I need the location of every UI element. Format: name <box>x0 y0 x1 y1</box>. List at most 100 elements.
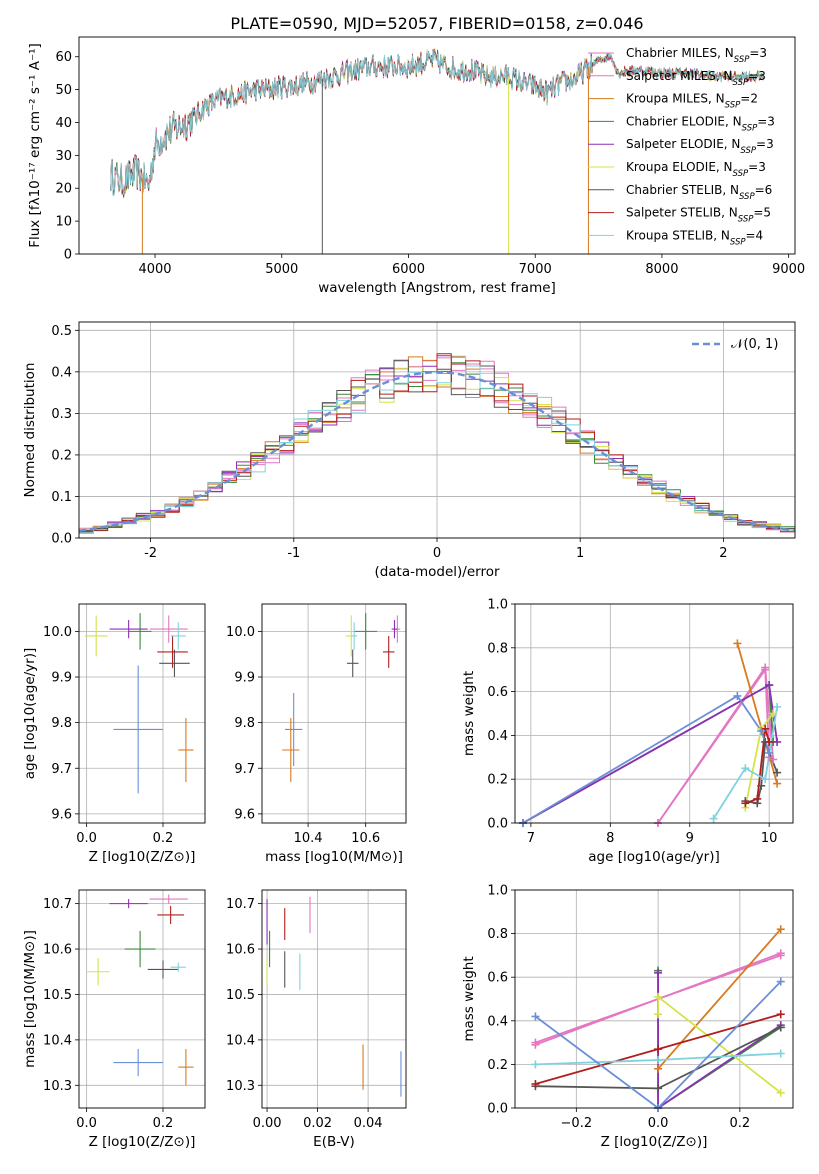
y-tick-label: 1.0 <box>487 598 508 613</box>
y-tick-label: 9.9 <box>234 671 255 686</box>
x-tick-label: 0.00 <box>253 1116 282 1131</box>
panel-z-weight: −0.2 0.0 0.2 0.0 0.2 0.4 0.6 0.8 1.0 Z [log10(Z/Z… <box>461 884 794 1150</box>
x-axis-label: wavelength [Angstrom, rest frame] <box>318 280 556 296</box>
x-tick-label: −0.2 <box>561 1116 593 1131</box>
x-tick-label: 10.6 <box>351 831 380 846</box>
weight-line <box>657 928 782 1070</box>
axes-frame <box>78 321 796 539</box>
legend-label: Salpeter MILES, NSSP=3 <box>626 69 766 88</box>
x-tick-label: 10 <box>761 831 778 846</box>
x-axis-label: age [log10(age/yr)] <box>588 849 720 865</box>
x-tick-label: 7 <box>527 831 535 846</box>
y-tick-label: 50 <box>55 83 72 98</box>
x-tick-label: 0.0 <box>648 1116 669 1131</box>
x-tick-label: 0.04 <box>354 1116 383 1131</box>
x-tick-label: 9 <box>686 831 694 846</box>
y-tick-label: 0.1 <box>51 490 72 505</box>
panel-age-weight: 7 8 9 10 0.0 0.2 0.4 0.6 0.8 1.0 age [log10(age/yr… <box>461 598 794 865</box>
axes-frame <box>514 603 794 824</box>
y-axis-label: Normed distribution <box>22 363 38 498</box>
y-tick-label: 40 <box>55 116 72 131</box>
x-tick-label: 0.0 <box>76 1116 97 1131</box>
x-tick-label: -2 <box>144 546 157 561</box>
figure-title: PLATE=0590, MJD=52057, FIBERID=0158, z=0… <box>230 14 643 33</box>
plot-area <box>84 613 194 794</box>
y-tick-label: 0.6 <box>487 685 508 700</box>
panel-residuals: -2 -1 0 1 2 0.0 0.1 0.2 0.3 0.4 0.5 (data-model)/er… <box>22 321 796 580</box>
x-tick-label: 6000 <box>392 262 425 277</box>
legend-label: Salpeter STELIB, NSSP=5 <box>626 206 771 225</box>
weight-line <box>744 728 771 805</box>
x-axis-label: Z [log10(Z/Z⊙)] <box>89 1134 196 1150</box>
x-tick-label: 0.02 <box>303 1116 332 1131</box>
legend-label: Salpeter ELODIE, NSSP=3 <box>626 137 774 156</box>
x-tick-label: 0 <box>433 546 441 561</box>
axes-frame <box>261 603 407 824</box>
y-tick-label: 60 <box>55 50 72 65</box>
legend-label: Chabrier MILES, NSSP=3 <box>626 46 767 65</box>
y-tick-label: 20 <box>55 182 72 197</box>
x-tick-label: 8000 <box>645 262 678 277</box>
y-tick-label: 9.9 <box>51 671 72 686</box>
y-tick-label: 30 <box>55 149 72 164</box>
y-tick-label: 0.0 <box>487 1102 508 1117</box>
y-tick-label: 9.7 <box>51 762 72 777</box>
panel-spectrum: 4000 5000 6000 7000 8000 9000 0 10 20 30 40 50 60 wav… <box>27 36 805 296</box>
y-tick-label: 10.0 <box>226 625 255 640</box>
y-tick-label: 0.2 <box>487 773 508 788</box>
x-axis-label: mass [log10(M/M⊙)] <box>265 849 403 865</box>
y-tick-label: 10.6 <box>226 943 255 958</box>
plot-area <box>110 48 764 254</box>
y-tick-label: 10.3 <box>43 1079 72 1094</box>
y-tick-label: 0.8 <box>487 641 508 656</box>
axes-frame <box>78 36 796 255</box>
y-tick-label: 0.4 <box>51 365 72 380</box>
x-tick-label: -1 <box>287 546 300 561</box>
y-tick-label: 0.8 <box>487 927 508 942</box>
x-tick-label: 1 <box>576 546 584 561</box>
plot-area <box>266 896 402 1097</box>
plot-area <box>79 353 795 534</box>
axes-frame <box>78 603 206 824</box>
y-tick-label: 0.0 <box>487 817 508 832</box>
y-tick-label: 0.2 <box>487 1058 508 1073</box>
y-tick-label: 0.4 <box>487 729 508 744</box>
y-axis-label: mass [log10(M/M⊙)] <box>22 930 38 1068</box>
axes-frame <box>514 889 794 1109</box>
y-tick-label: 10.5 <box>43 988 72 1003</box>
legend-label: Kroupa STELIB, NSSP=4 <box>626 228 763 247</box>
x-tick-label: 0.2 <box>153 1116 174 1131</box>
y-tick-label: 0.3 <box>51 407 72 422</box>
axes-frame <box>78 889 206 1109</box>
y-tick-label: 0.6 <box>487 971 508 986</box>
y-tick-label: 10.7 <box>43 897 72 912</box>
y-tick-label: 0 <box>64 248 72 263</box>
y-tick-label: 10.3 <box>226 1079 255 1094</box>
legend-label: Kroupa MILES, NSSP=2 <box>626 92 758 111</box>
normal-curve <box>79 371 795 532</box>
y-tick-label: 0.5 <box>51 324 72 339</box>
x-tick-label: 9000 <box>772 262 805 277</box>
y-tick-label: 10.5 <box>226 988 255 1003</box>
residual-histogram <box>79 365 795 534</box>
x-axis-label: (data-model)/error <box>374 564 500 580</box>
y-tick-label: 9.8 <box>51 716 72 731</box>
y-tick-label: 10.7 <box>226 897 255 912</box>
x-tick-label: 8 <box>606 831 614 846</box>
y-tick-label: 10.0 <box>43 625 72 640</box>
x-tick-label: 0.2 <box>730 1116 751 1131</box>
y-tick-label: 0.4 <box>487 1014 508 1029</box>
plot-area <box>282 613 401 782</box>
y-tick-label: 9.6 <box>234 807 255 822</box>
y-tick-label: 9.7 <box>234 762 255 777</box>
x-axis-label: E(B-V) <box>313 1134 355 1150</box>
y-tick-label: 0.0 <box>51 532 72 547</box>
plot-area <box>522 643 778 823</box>
x-tick-label: 0.0 <box>76 831 97 846</box>
y-tick-label: 0.2 <box>51 448 72 463</box>
y-axis-label: Flux [fλ10⁻¹⁷ erg cm⁻² s⁻¹ A⁻¹] <box>27 43 43 248</box>
plot-area <box>86 894 194 1086</box>
y-tick-label: 1.0 <box>487 884 508 899</box>
weight-line <box>534 980 782 1108</box>
